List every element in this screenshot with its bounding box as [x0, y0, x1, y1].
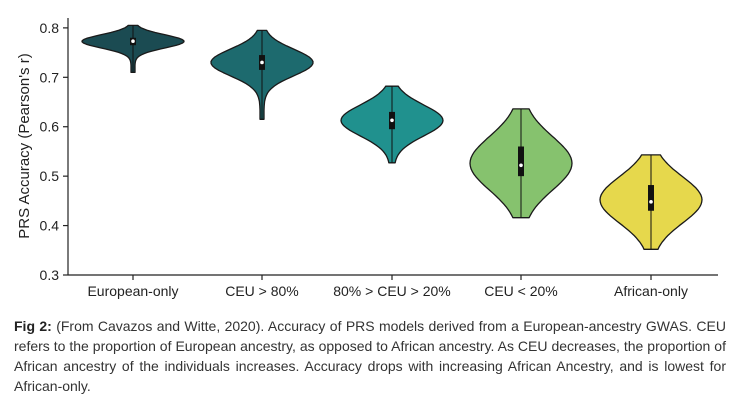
violins [81, 24, 703, 250]
y-axis-label: PRS Accuracy (Pearson's r) [16, 53, 33, 238]
y-tick-label: 0.4 [40, 218, 60, 234]
figure-caption: Fig 2: (From Cavazos and Witte, 2020). A… [14, 316, 726, 396]
x-tick-label: 80% > CEU > 20% [333, 283, 451, 299]
y-tick-label: 0.3 [40, 267, 60, 283]
y-axis-ticks: 0.3 0.4 0.5 0.6 0.7 0.8 [40, 20, 68, 283]
x-tick-label: African-only [614, 283, 688, 299]
caption-text: (From Cavazos and Witte, 2020). Accuracy… [14, 318, 726, 394]
y-tick-label: 0.6 [40, 119, 60, 135]
x-tick-label: European-only [87, 283, 178, 299]
x-tick-label: CEU < 20% [484, 283, 558, 299]
y-tick-label: 0.8 [40, 20, 60, 36]
violin-median-dot [260, 60, 264, 65]
y-tick-label: 0.5 [40, 168, 60, 184]
x-tick-label: CEU > 80% [225, 283, 299, 299]
violin-median-dot [131, 39, 135, 44]
violin-median-dot [649, 200, 653, 204]
violin-iqr-box [648, 185, 654, 211]
caption-label: Fig 2: [14, 318, 52, 334]
violin-chart: 0.3 0.4 0.5 0.6 0.7 0.8 European-only CEU > 80… [16, 18, 718, 299]
violin-median-dot [390, 118, 394, 123]
violin-iqr-box [518, 146, 524, 177]
x-axis-ticks: European-only CEU > 80% 80% > CEU > 20% CEU… [87, 275, 688, 299]
y-tick-label: 0.7 [40, 69, 60, 85]
violin-median-dot [519, 163, 523, 168]
